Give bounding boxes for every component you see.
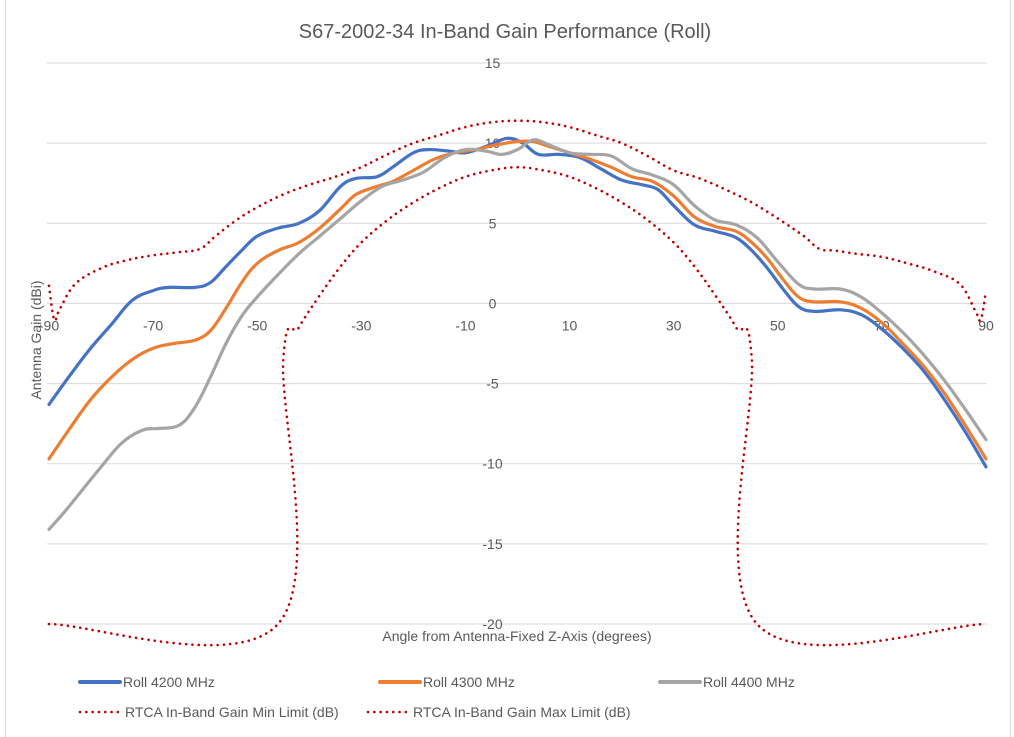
chart-title: S67-2002-34 In-Band Gain Performance (Ro… <box>299 21 711 43</box>
series-line-rtca-in-band-gain-max-limit-db <box>47 119 988 322</box>
legend-item: Roll 4200 MHz <box>78 674 215 690</box>
x-tick-label: -50 <box>247 317 267 333</box>
y-tick-label: 15 <box>485 55 501 71</box>
legend-label: RTCA In-Band Gain Min Limit (dB) <box>125 704 339 720</box>
x-tick-label: 30 <box>666 317 682 333</box>
series-line-roll-4300-mhz <box>47 139 988 461</box>
x-tick-label: -30 <box>351 317 371 333</box>
legend-label: Roll 4200 MHz <box>123 674 215 690</box>
legend: Roll 4200 MHz Roll 4300 MHz Roll 4400 MHz R… <box>78 674 795 720</box>
y-axis-label: Antenna Gain (dBi) <box>28 280 44 399</box>
gridlines <box>47 62 987 625</box>
x-tick-label: -70 <box>143 317 163 333</box>
x-tick-label: 50 <box>770 317 786 333</box>
legend-item: Roll 4400 MHz <box>658 674 795 690</box>
legend-item: RTCA In-Band Gain Max Limit (dB) <box>366 704 631 720</box>
y-tick-label: -15 <box>482 536 502 552</box>
y-tick-label: -5 <box>486 376 499 392</box>
x-tick-label: -10 <box>455 317 475 333</box>
series-line-roll-4400-mhz <box>47 138 988 531</box>
x-tick-label: 10 <box>562 317 578 333</box>
series-line-rtca-in-band-gain-min-limit-db <box>47 165 988 647</box>
series-lines <box>47 119 988 647</box>
x-axis-label: Angle from Antenna-Fixed Z-Axis (degrees… <box>382 628 651 644</box>
chart-frame <box>5 0 1011 737</box>
y-tick-label: -20 <box>482 616 502 632</box>
x-tick-label: 90 <box>978 317 994 333</box>
series-line-roll-4200-mhz <box>47 136 988 469</box>
legend-item: RTCA In-Band Gain Min Limit (dB) <box>78 704 339 720</box>
x-tick-labels: -90 -70 -50 -30 -10 10 30 50 70 90 <box>39 317 994 333</box>
legend-label: Roll 4400 MHz <box>703 674 795 690</box>
y-tick-label: 0 <box>489 295 497 311</box>
legend-label: RTCA In-Band Gain Max Limit (dB) <box>413 704 631 720</box>
legend-item: Roll 4300 MHz <box>378 674 515 690</box>
y-tick-label: -10 <box>482 456 502 472</box>
legend-label: Roll 4300 MHz <box>423 674 515 690</box>
x-tick-label: -90 <box>39 317 59 333</box>
y-tick-label: 5 <box>489 215 497 231</box>
